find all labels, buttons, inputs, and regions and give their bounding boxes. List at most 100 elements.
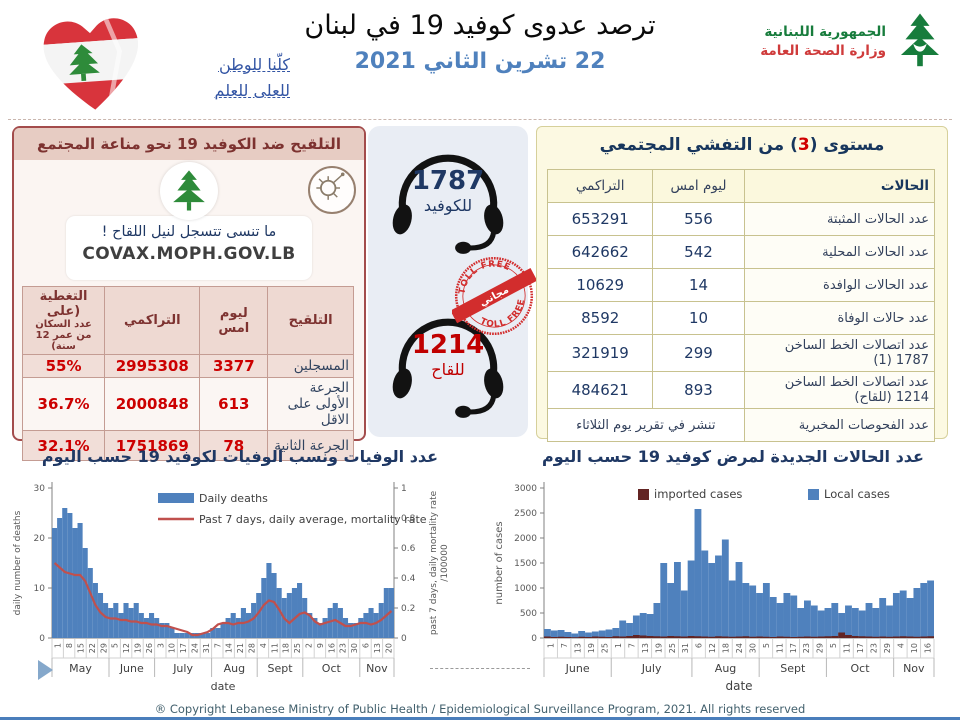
svg-text:June: June	[565, 662, 590, 675]
cases-summary-table: الحالات ليوم امس التراكمي عدد الحالات ال…	[546, 169, 936, 442]
svg-text:5: 5	[762, 643, 771, 648]
row-label: عدد اتصالات الخط الساخن 1214 (للقاح)	[743, 371, 936, 409]
svg-text:1: 1	[614, 643, 623, 648]
svg-text:Sept: Sept	[267, 662, 293, 675]
svg-text:number of cases: number of cases	[494, 521, 505, 604]
yesterday-value: 10	[652, 301, 745, 335]
col-yesterday: ليوم امس	[652, 169, 745, 203]
svg-text:23: 23	[869, 643, 878, 653]
svg-text:Sept: Sept	[780, 662, 806, 675]
svg-text:18: 18	[722, 643, 731, 653]
svg-text:0.2: 0.2	[401, 604, 415, 614]
svg-text:23: 23	[802, 643, 811, 653]
svg-text:11: 11	[775, 643, 784, 653]
svg-text:July: July	[641, 662, 662, 675]
svg-text:3000: 3000	[514, 484, 537, 494]
vaccination-panel-title: التلقيح ضد الكوفيد 19 نحو مناعة المجتمع	[14, 128, 364, 160]
lab-tests-note: تنشر في تقرير يوم الثلاثاء	[547, 408, 745, 442]
svg-text:13: 13	[641, 643, 650, 653]
svg-text:19: 19	[587, 643, 596, 653]
table-row: المسجلين 3377 2995308 55%	[21, 354, 354, 378]
svg-text:24: 24	[735, 643, 744, 653]
svg-text:18: 18	[282, 643, 291, 653]
cumulative-value: 10629	[546, 268, 654, 302]
svg-text:2: 2	[305, 643, 314, 648]
table-header-row: التلقيح ليوم امس التراكمي التغطية (على ع…	[21, 286, 354, 355]
svg-text:10: 10	[910, 643, 919, 653]
svg-text:0.6: 0.6	[401, 544, 416, 554]
svg-text:16: 16	[923, 643, 932, 653]
svg-text:12: 12	[122, 643, 131, 653]
col-vaccination: التلقيح	[267, 286, 354, 355]
table-header-row: الحالات ليوم امس التراكمي	[546, 169, 936, 203]
svg-text:20: 20	[34, 534, 46, 544]
yesterday-value: 299	[652, 334, 745, 372]
vaccination-table: التلقيح ليوم امس التراكمي التغطية (على ع…	[21, 286, 354, 461]
svg-text:19: 19	[654, 643, 663, 653]
svg-text:2500: 2500	[514, 509, 537, 519]
svg-text:date: date	[211, 680, 236, 693]
vaccine-hotline-number: 1214	[411, 330, 485, 360]
yesterday-value: 3377	[199, 354, 269, 378]
svg-text:30: 30	[748, 643, 757, 653]
cedar-tree-icon	[900, 13, 940, 67]
covid-hotline-number: 1787	[411, 166, 485, 196]
table-row: عدد الحالات المحلية 542 642662	[546, 235, 936, 269]
row-label: عدد حالات الوفاة	[743, 301, 936, 335]
coverage-value: 36.7%	[21, 377, 106, 431]
lebanon-flag-heart-icon	[41, 16, 143, 113]
svg-text:20: 20	[384, 643, 393, 653]
report-date: 22 تشرين الثاني 2021	[354, 49, 606, 74]
svg-text:10: 10	[168, 643, 177, 653]
svg-text:Oct: Oct	[322, 662, 342, 675]
svg-text:11: 11	[270, 643, 279, 653]
register-reminder-text: ما تنسى تتسجل لنيل اللقاح !	[101, 224, 277, 240]
svg-text:Local cases: Local cases	[824, 487, 890, 501]
row-label: الجرعة الأولى على الاقل	[267, 377, 354, 431]
table-row: عدد اتصالات الخط الساخن 1214 (للقاح) 893 4…	[546, 371, 936, 409]
yesterday-value: 542	[652, 235, 745, 269]
svg-text:25: 25	[293, 643, 302, 653]
svg-text:7: 7	[560, 643, 569, 648]
svg-text:past 7 days, daily mortality r: past 7 days, daily mortality rate	[429, 490, 439, 635]
vaccine-hotline-label: للقاح	[431, 360, 465, 379]
svg-text:25: 25	[668, 643, 677, 653]
toll-free-stamp-icon: TOLL FREE TOLL FREE مجاني	[452, 254, 536, 338]
svg-text:1500: 1500	[514, 559, 537, 569]
svg-text:10: 10	[34, 584, 46, 594]
deaths-chart-title: عدد الوفيات ونسب الوفيات لكوفيد 19 حسب ا…	[41, 447, 439, 466]
yesterday-value: 78	[199, 430, 269, 461]
svg-text:500: 500	[520, 609, 537, 619]
svg-text:6: 6	[362, 643, 371, 648]
cumulative-value: 653291	[546, 202, 654, 236]
svg-text:31: 31	[681, 643, 690, 653]
svg-text:30: 30	[350, 643, 359, 653]
svg-text:16: 16	[327, 643, 336, 653]
table-row: عدد حالات الوفاة 10 8592	[546, 301, 936, 335]
svg-text:17: 17	[856, 643, 865, 653]
table-row: عدد اتصالات الخط الساخن 1787 (1) 299 32191…	[546, 334, 936, 372]
svg-text:5: 5	[111, 643, 120, 648]
svg-text:17: 17	[179, 643, 188, 653]
table-row: عدد الحالات الوافدة 14 10629	[546, 268, 936, 302]
svg-text:23: 23	[339, 643, 348, 653]
cumulative-value: 1751869	[104, 430, 201, 461]
svg-text:9: 9	[316, 643, 325, 648]
table-row: عدد الحالات المثبتة 556 653291	[546, 202, 936, 236]
community-spread-panel: مستوى (3) من التفشي المجتمعي الحالات ليو…	[536, 126, 948, 442]
cumulative-value: 2000848	[104, 377, 201, 431]
yesterday-value: 893	[652, 371, 745, 409]
axis-connector-dash	[430, 668, 530, 669]
cases-summary-table-body: عدد الحالات المثبتة 556 653291 عدد الحالات …	[546, 202, 936, 442]
covax-link[interactable]: COVAX.MOPH.GOV.LB	[82, 244, 296, 264]
svg-text:imported cases: imported cases	[654, 487, 742, 501]
svg-text:13: 13	[574, 643, 583, 653]
col-cumulative: التراكمي	[104, 286, 201, 355]
row-label: الجرعة الثانية	[267, 430, 354, 461]
svg-text:21: 21	[236, 643, 245, 653]
svg-text:0.8: 0.8	[401, 514, 416, 524]
svg-text:17: 17	[789, 643, 798, 653]
svg-text:26: 26	[145, 643, 154, 653]
svg-text:1000: 1000	[514, 584, 537, 594]
